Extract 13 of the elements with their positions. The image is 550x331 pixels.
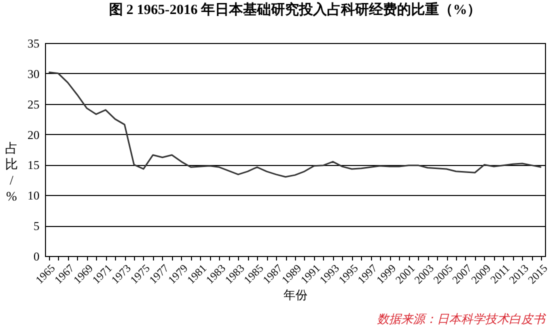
y-tick-label: 20: [28, 128, 40, 142]
y-tick-label: 35: [28, 36, 40, 50]
x-axis-title: 年份: [284, 288, 308, 302]
y-tick-label: 0: [34, 250, 40, 264]
line-series: [48, 71, 542, 178]
y-tick-label: 10: [28, 188, 40, 203]
y-tick-label: 5: [34, 219, 40, 234]
chart-title: 图 2 1965-2016 年日本基础研究投入占科研经费的比重（%）: [108, 1, 482, 18]
y-tick-label: 15: [28, 158, 40, 172]
y-tick-label: 25: [28, 97, 40, 112]
source-note: 数据来源：日本科学技术白皮书: [377, 312, 547, 326]
y-tick-label: 30: [28, 66, 40, 81]
y-axis-title: 占比/%: [5, 140, 18, 204]
